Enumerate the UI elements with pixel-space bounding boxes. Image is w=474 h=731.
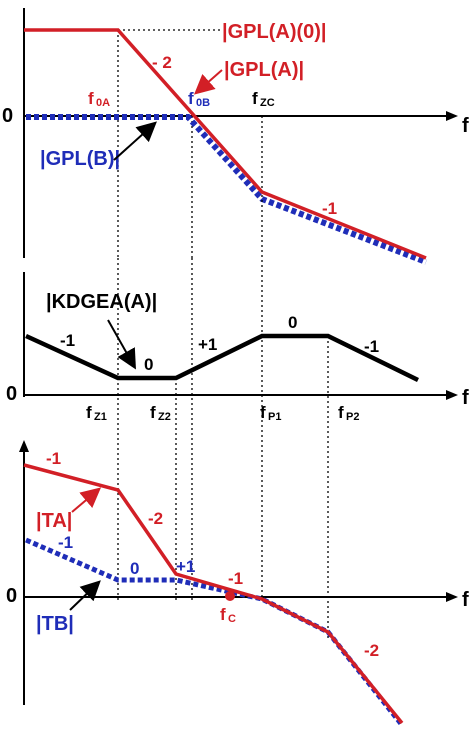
- svg-text:f: f: [252, 89, 258, 108]
- fp1-label: f P1: [260, 403, 281, 423]
- svg-text:0A: 0A: [96, 97, 110, 109]
- bot-y-arrowhead: [19, 440, 29, 452]
- tb-pointer: [69, 580, 101, 611]
- svg-text:Z2: Z2: [158, 411, 171, 423]
- bot-slope-p1: +1: [176, 557, 195, 576]
- tb-slope-m1: -1: [58, 533, 73, 552]
- svg-text:P1: P1: [268, 411, 281, 423]
- fz1-label: f Z1: [86, 403, 107, 423]
- top-panel: 0 f |GPL(A)(0)| |GPL(A)| - 2 -1 |GPL(B)|…: [2, 8, 469, 265]
- bot-slope-m1-mid: -1: [228, 569, 243, 588]
- bot-x-arrowhead: [446, 592, 458, 602]
- top-slope-m2: - 2: [152, 53, 172, 72]
- mid-zero-label: 0: [6, 383, 17, 405]
- mid-f-label: f: [462, 387, 469, 409]
- svg-text:f: f: [260, 403, 266, 422]
- fc-crossover-marker: [225, 591, 235, 601]
- bottom-panel: 0 f |TA| |TB| -1 -2 -1 0 +1 -1 -2 f C: [6, 440, 469, 727]
- svg-text:Z1: Z1: [94, 411, 107, 423]
- gpl-a-curve: [24, 28, 427, 260]
- svg-text:0B: 0B: [196, 97, 210, 109]
- svg-text:f: f: [86, 403, 92, 422]
- fc-label: f C: [220, 605, 236, 625]
- tb-label: |TB|: [36, 613, 74, 635]
- svg-text:f: f: [150, 403, 156, 422]
- fzc-label: f ZC: [252, 89, 275, 109]
- ta-slope-m1: -1: [46, 449, 61, 468]
- tb-curve: [25, 537, 404, 727]
- bot-f-label: f: [462, 589, 469, 611]
- fz2-label: f Z2: [150, 403, 171, 423]
- mid-x-arrowhead: [446, 390, 458, 400]
- ta-slope-m2: -2: [148, 509, 163, 528]
- kd-gea-curve: [25, 333, 419, 383]
- gpl-a-pointer: [193, 69, 223, 95]
- kd-gea-pointer: [107, 319, 136, 370]
- f0b-label: f 0B: [188, 89, 210, 109]
- mid-slope-m1-right: -1: [364, 337, 379, 356]
- top-x-arrowhead: [446, 111, 458, 121]
- fp2-label: f P2: [338, 403, 359, 423]
- gpl-b-pointer: [113, 121, 157, 161]
- gpl-b-curve: [26, 114, 428, 265]
- mid-slope-p1: +1: [198, 335, 217, 354]
- gpl-a0-label: |GPL(A)(0)|: [222, 21, 327, 43]
- gpl-b-label: |GPL(B)|: [40, 148, 120, 170]
- ta-pointer: [71, 487, 102, 513]
- gpl-a-label: |GPL(A)|: [224, 59, 304, 81]
- top-slope-m1: -1: [322, 199, 337, 218]
- top-f-label: f: [462, 115, 469, 137]
- kd-gea-label: |KDGEA(A)|: [46, 291, 157, 313]
- svg-text:C: C: [228, 613, 236, 625]
- mid-slope-0-left: 0: [144, 355, 153, 374]
- svg-text:P2: P2: [346, 411, 359, 423]
- ta-curve: [23, 463, 404, 725]
- bot-slope-m2-end: -2: [364, 641, 379, 660]
- f0a-label: f 0A: [88, 89, 110, 109]
- bot-zero-label: 0: [6, 585, 17, 607]
- svg-text:f: f: [88, 89, 94, 108]
- top-zero-label: 0: [2, 105, 13, 127]
- mid-slope-m1-left: -1: [60, 331, 75, 350]
- middle-panel: 0 f |KDGEA(A)| -1 0 +1 0 -1 f Z1 f Z2 f …: [6, 195, 469, 640]
- ta-label: |TA|: [36, 510, 72, 532]
- tb-slope-0: 0: [130, 559, 139, 578]
- svg-text:f: f: [338, 403, 344, 422]
- svg-text:ZC: ZC: [260, 97, 275, 109]
- mid-slope-0-right: 0: [288, 313, 297, 332]
- svg-text:f: f: [220, 605, 226, 624]
- svg-text:f: f: [188, 89, 194, 108]
